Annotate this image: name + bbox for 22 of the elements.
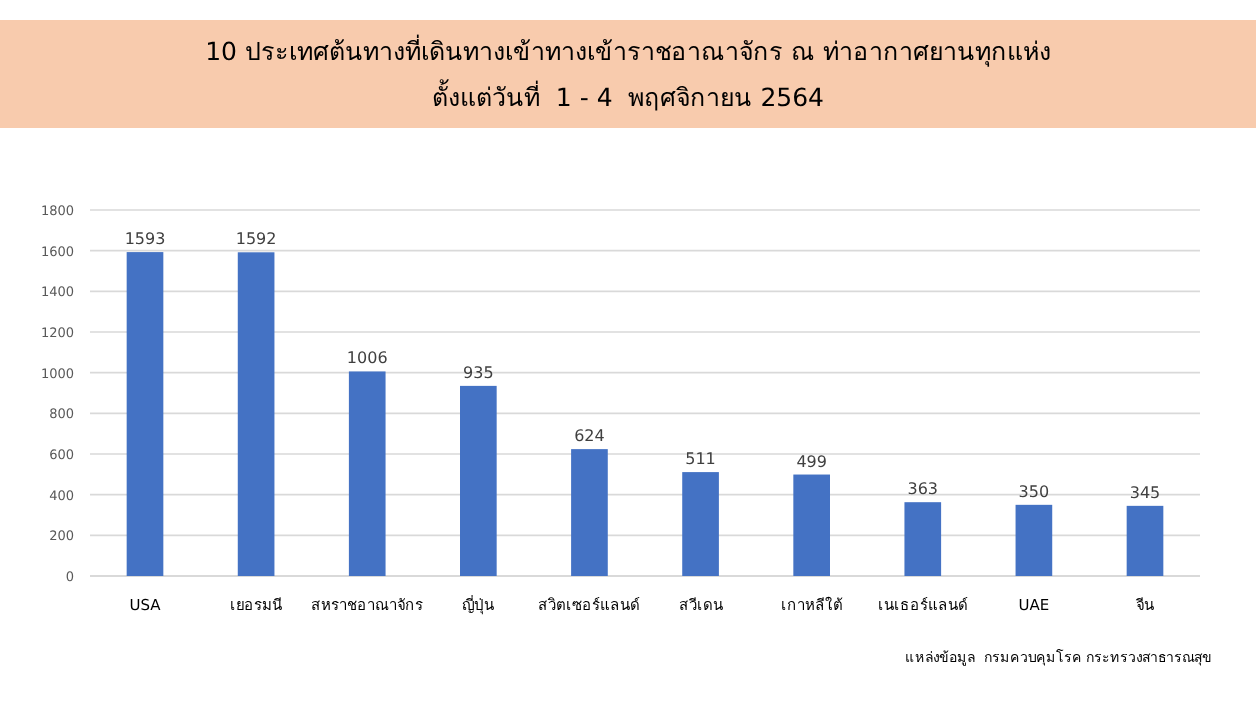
chart-subtitle: ตั้งแต่วันที่ 1 - 4 พฤศจิกายน 2564: [431, 78, 825, 112]
bar: [237, 252, 275, 576]
chart-title: 10 ประเทศต้นทางที่เดินทางเข้าทางเข้าราชอาณาจักร ณ ท่าอากาศยานทุกแห่ง: [205, 34, 1051, 68]
data-label: 624: [574, 427, 605, 446]
data-label: 935: [463, 363, 494, 382]
bar: [793, 474, 830, 576]
bar: [1126, 505, 1164, 576]
bar: [460, 385, 497, 576]
data-label: 350: [1018, 482, 1050, 501]
data-label: 1006: [346, 349, 388, 368]
bar: [126, 252, 164, 576]
data-label: 363: [907, 480, 939, 499]
bar: [348, 371, 386, 576]
data-label: 1592: [235, 230, 277, 249]
data-label: 499: [796, 452, 827, 471]
data-label: 511: [685, 450, 716, 469]
data-label: 345: [1129, 483, 1161, 502]
bar: [904, 502, 942, 576]
data-label: 1593: [124, 230, 166, 249]
bar: [1015, 504, 1053, 576]
bar: [682, 472, 719, 576]
bar: [571, 449, 608, 576]
